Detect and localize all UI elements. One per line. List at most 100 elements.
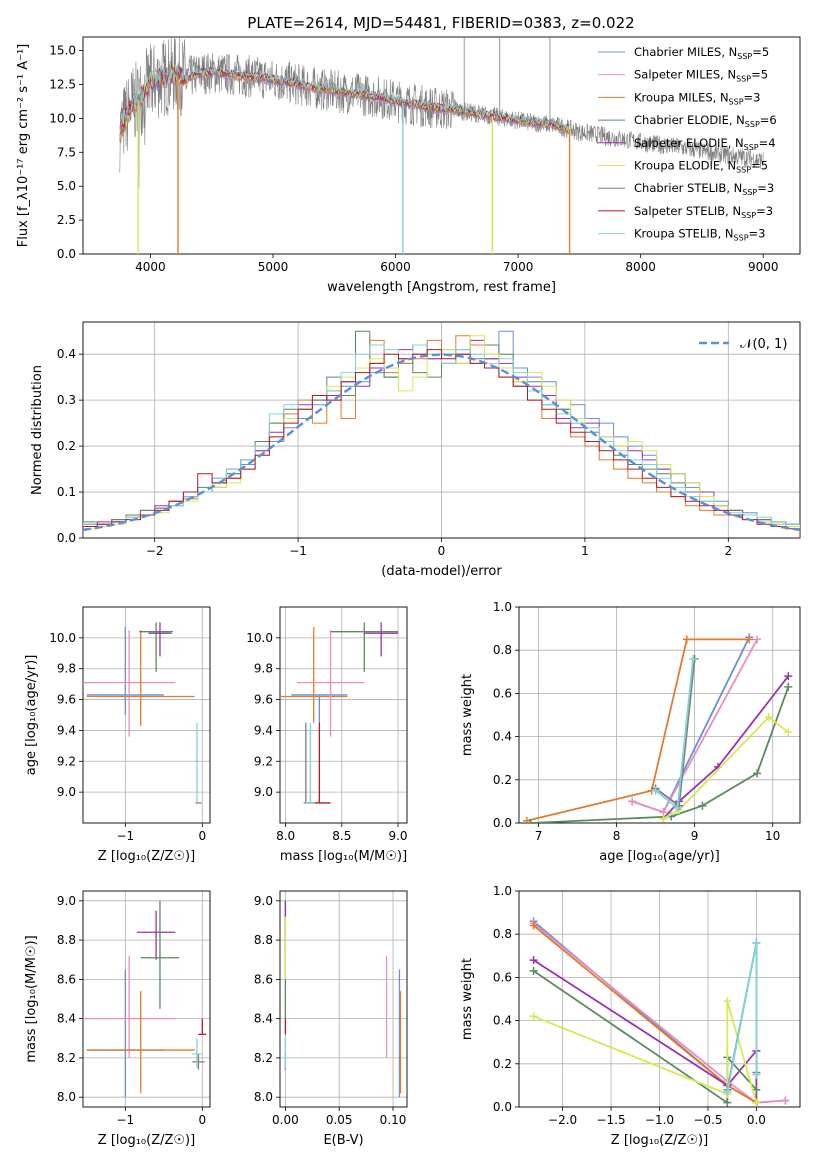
y-axis-label: mass weight [460,674,475,756]
weight-point-marker [781,1096,790,1105]
y-tick-label: 1.0 [493,600,512,614]
x-tick-label: 5000 [258,260,289,274]
legend-label: 𝒩(0, 1) [740,337,787,352]
age_vs_Z-plot [83,622,202,804]
y-axis-label: Flux [f_λ10⁻¹⁷ erg cm⁻² s⁻¹ A⁻¹] [16,44,31,248]
weight-series-line [532,922,786,1104]
y-tick-label: 8.4 [254,1012,273,1026]
weight-series-line [662,675,790,820]
axes-frame [279,890,408,1108]
y-tick-label: 9.2 [57,754,76,768]
y-tick-label: 0.4 [493,730,512,744]
y-tick-label: 9.8 [57,662,76,676]
y-tick-label: 8.6 [254,972,273,986]
axes-frame [82,606,211,824]
legend-label: Kroupa ELODIE, NSSP=5 [634,159,768,175]
y-tick-label: 9.8 [254,662,273,676]
x-tick-label: −2.0 [548,1113,577,1127]
weight-series-line [655,658,696,808]
x-tick-label: 10 [765,829,780,843]
x-tick-label: 0.10 [380,1113,407,1127]
y-tick-label: 0.0 [57,247,76,261]
x-axis-label: mass [log₁₀(M/M☉)] [280,849,407,864]
y-axis-label: mass weight [460,958,475,1040]
x-tick-label: 0 [198,829,206,843]
weight-point-marker [784,728,793,737]
y-tick-label: 5.0 [57,179,76,193]
x-axis-label: Z [log₁₀(Z/Z☉)] [98,849,195,864]
x-axis-label: Z [log₁₀(Z/Z☉)] [611,1133,708,1148]
observed-spectrum-line [119,37,764,189]
weight_vs_age-panel: 7 8 9 10 0.0 0.2 0.4 0.6 0.8 1.0 age [log₁₀(age/yr… [460,600,801,864]
weight-point-marker [752,1085,761,1094]
model-spectrum-line [119,64,570,136]
mass_vs_EBV-plot [284,900,402,1098]
weight-point-marker [651,786,660,795]
legend-label: Chabrier STELIB, NSSP=3 [634,181,774,197]
weight-point-marker [752,938,761,947]
y-tick-label: 9.0 [254,894,273,908]
y-tick-label: 8.8 [254,933,273,947]
weight-point-marker [752,1098,761,1107]
y-tick-label: 9.0 [57,894,76,908]
y-tick-label: 8.8 [57,933,76,947]
weight-point-marker [529,1012,538,1021]
y-tick-label: 8.0 [57,1090,76,1104]
y-tick-label: 8.0 [254,1090,273,1104]
y-tick-label: 10.0 [49,111,76,125]
y-tick-label: 10.0 [49,631,76,645]
legend-label: Salpeter ELODIE, NSSP=4 [634,136,776,152]
model-spectrum-line [119,63,570,134]
y-tick-label: 0.4 [57,347,76,361]
weight-series-line [526,638,750,822]
spectrum-plot [119,37,764,254]
age_vs_mass-panel: 8.0 8.5 9.0 9.0 9.2 9.4 9.6 9.8 10.0 mass [log₁₀(… [246,606,408,864]
x-tick-label: −1 [116,1113,134,1127]
weight-series-line [533,1000,758,1103]
x-tick-label: 9 [691,829,699,843]
x-tick-label: −1.0 [645,1113,674,1127]
y-tick-label: 15.0 [49,44,76,58]
y-tick-label: 8.4 [57,1012,76,1026]
x-tick-label: 8.5 [332,829,351,843]
x-axis-label: Z [log₁₀(Z/Z☉)] [98,1133,195,1148]
y-tick-label: 0.0 [493,816,512,830]
weight-point-marker [753,635,762,644]
weight-point-marker [784,682,793,691]
mass_vs_Z-panel: −1 0 8.0 8.2 8.4 8.6 8.8 9.0 Z [log₁₀(Z/Z☉)] mass… [24,890,211,1148]
y-axis-label: mass [log₁₀(M/M☉)] [24,935,39,1062]
x-tick-label: 9000 [748,260,779,274]
mass_vs_EBV-panel: 0.00 0.05 0.10 8.0 8.2 8.4 8.6 8.8 9.0 E(B-V) [254,890,408,1148]
y-tick-label: 8.2 [254,1051,273,1065]
weight-point-marker [522,816,531,823]
y-axis-label: age [log₁₀(age/yr)] [24,655,39,776]
weight-point-marker [698,801,707,810]
x-tick-label: 8000 [625,260,656,274]
y-tick-label: 9.4 [254,723,273,737]
x-tick-label: 1 [581,544,589,558]
y-tick-label: 9.0 [254,785,273,799]
y-tick-label: 0.6 [493,970,512,984]
weight-point-marker [753,769,762,778]
weight-point-marker [526,819,535,823]
y-tick-label: 0.1 [57,485,76,499]
weight-point-marker [764,713,773,722]
weight-point-marker [529,921,538,930]
y-tick-label: 0.4 [493,1014,512,1028]
axes-frame [82,36,801,255]
x-tick-label: −2 [146,544,164,558]
x-axis-label: wavelength [Angstrom, rest frame] [327,280,556,295]
weight-series-line [662,715,789,820]
y-tick-label: 0.6 [493,686,512,700]
x-tick-label: 8 [613,829,621,843]
x-tick-label: −0.5 [693,1113,722,1127]
x-tick-label: 6000 [380,260,411,274]
y-tick-label: 9.0 [57,785,76,799]
weight-point-marker [529,956,538,965]
weight_vs_age-plot [522,633,793,823]
residual-histogram [83,344,800,538]
y-tick-label: 0.2 [493,1057,512,1071]
x-axis-label: (data-model)/error [381,564,502,579]
y-tick-label: 0.0 [57,531,76,545]
